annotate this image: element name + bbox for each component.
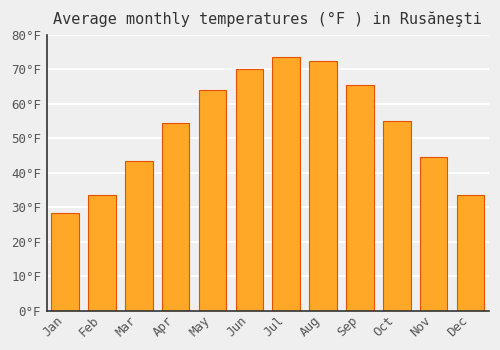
Bar — [236, 69, 263, 311]
Bar — [52, 212, 79, 311]
Bar — [198, 90, 226, 311]
Bar — [346, 85, 374, 311]
Title: Average monthly temperatures (°F ) in Rusăneşti: Average monthly temperatures (°F ) in Ru… — [54, 11, 482, 27]
Bar — [309, 61, 337, 311]
Bar — [383, 121, 410, 311]
Bar — [272, 57, 300, 311]
Bar — [125, 161, 152, 311]
Bar — [162, 123, 190, 311]
Bar — [456, 195, 484, 311]
Bar — [88, 195, 116, 311]
Bar — [420, 157, 448, 311]
